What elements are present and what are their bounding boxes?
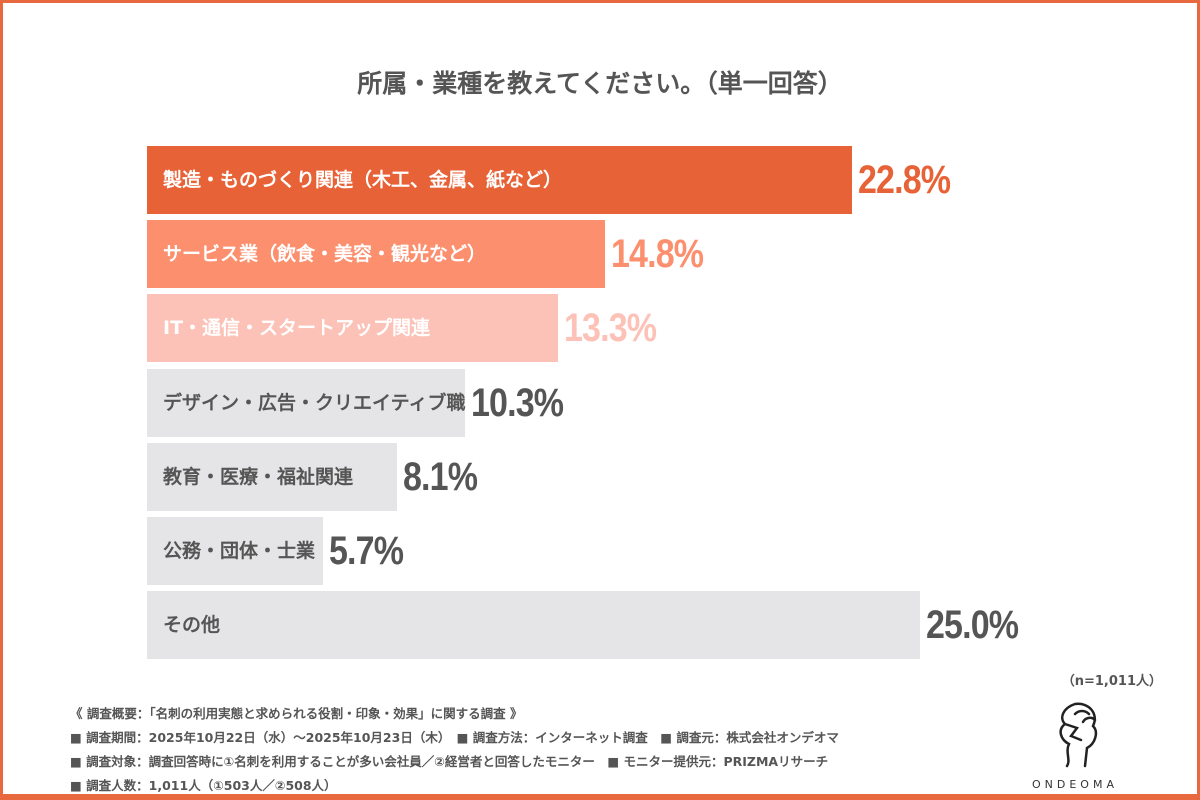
value-label: 25.0% <box>926 603 1019 648</box>
category-label: デザイン・広告・クリエイティブ職 <box>163 391 466 414</box>
bar <box>147 368 466 437</box>
bar <box>147 442 398 511</box>
value-label: 8.1% <box>403 454 478 499</box>
survey-summary: 《 調査概要：「名刺の利用実態と求められる役割・印象・効果」に関する調査 》 ■… <box>70 702 839 798</box>
bar <box>147 220 605 289</box>
category-label: 教育・医療・福祉関連 <box>163 465 354 488</box>
category-label: サービス業（飲食・美容・観光など） <box>163 243 487 266</box>
value-label: 10.3% <box>471 380 564 425</box>
category-label: 公務・団体・士業 <box>163 540 316 562</box>
ondeoma-logo: ONDEOMA <box>1030 700 1120 791</box>
footer-line: ■ 調査対象：調査回答時に①名刺を利用することが多い会社員／②経営者と回答したモ… <box>70 754 829 769</box>
value-label: 13.3% <box>564 306 657 351</box>
chart-title: 所属・業種を教えてください。（単一回答） <box>357 69 843 98</box>
category-label: IT・通信・スタートアップ関連 <box>163 317 431 340</box>
bar <box>147 517 324 585</box>
category-label: 製造・ものづくり関連（木工、金属、紙など） <box>163 169 563 191</box>
category-label: その他 <box>163 614 221 637</box>
lion-icon <box>1059 702 1098 768</box>
bar <box>147 146 852 214</box>
footer-line: ■ 調査人数：1,011人（①503人／②508人） <box>70 778 337 793</box>
bar <box>147 294 559 363</box>
footer-line: ■ 調査期間：2025年10月22日（水）～2025年10月23日（木） ■ 調… <box>70 730 839 745</box>
value-label: 22.8% <box>857 158 951 202</box>
sample-size-note: （n=1,011人） <box>1061 674 1162 689</box>
logo-text: ONDEOMA <box>1032 778 1118 791</box>
bar <box>147 591 920 660</box>
footer-line: 《 調査概要：「名刺の利用実態と求められる役割・印象・効果」に関する調査 》 <box>70 706 523 721</box>
value-label: 5.7% <box>329 529 404 573</box>
value-label: 14.8% <box>610 232 704 277</box>
